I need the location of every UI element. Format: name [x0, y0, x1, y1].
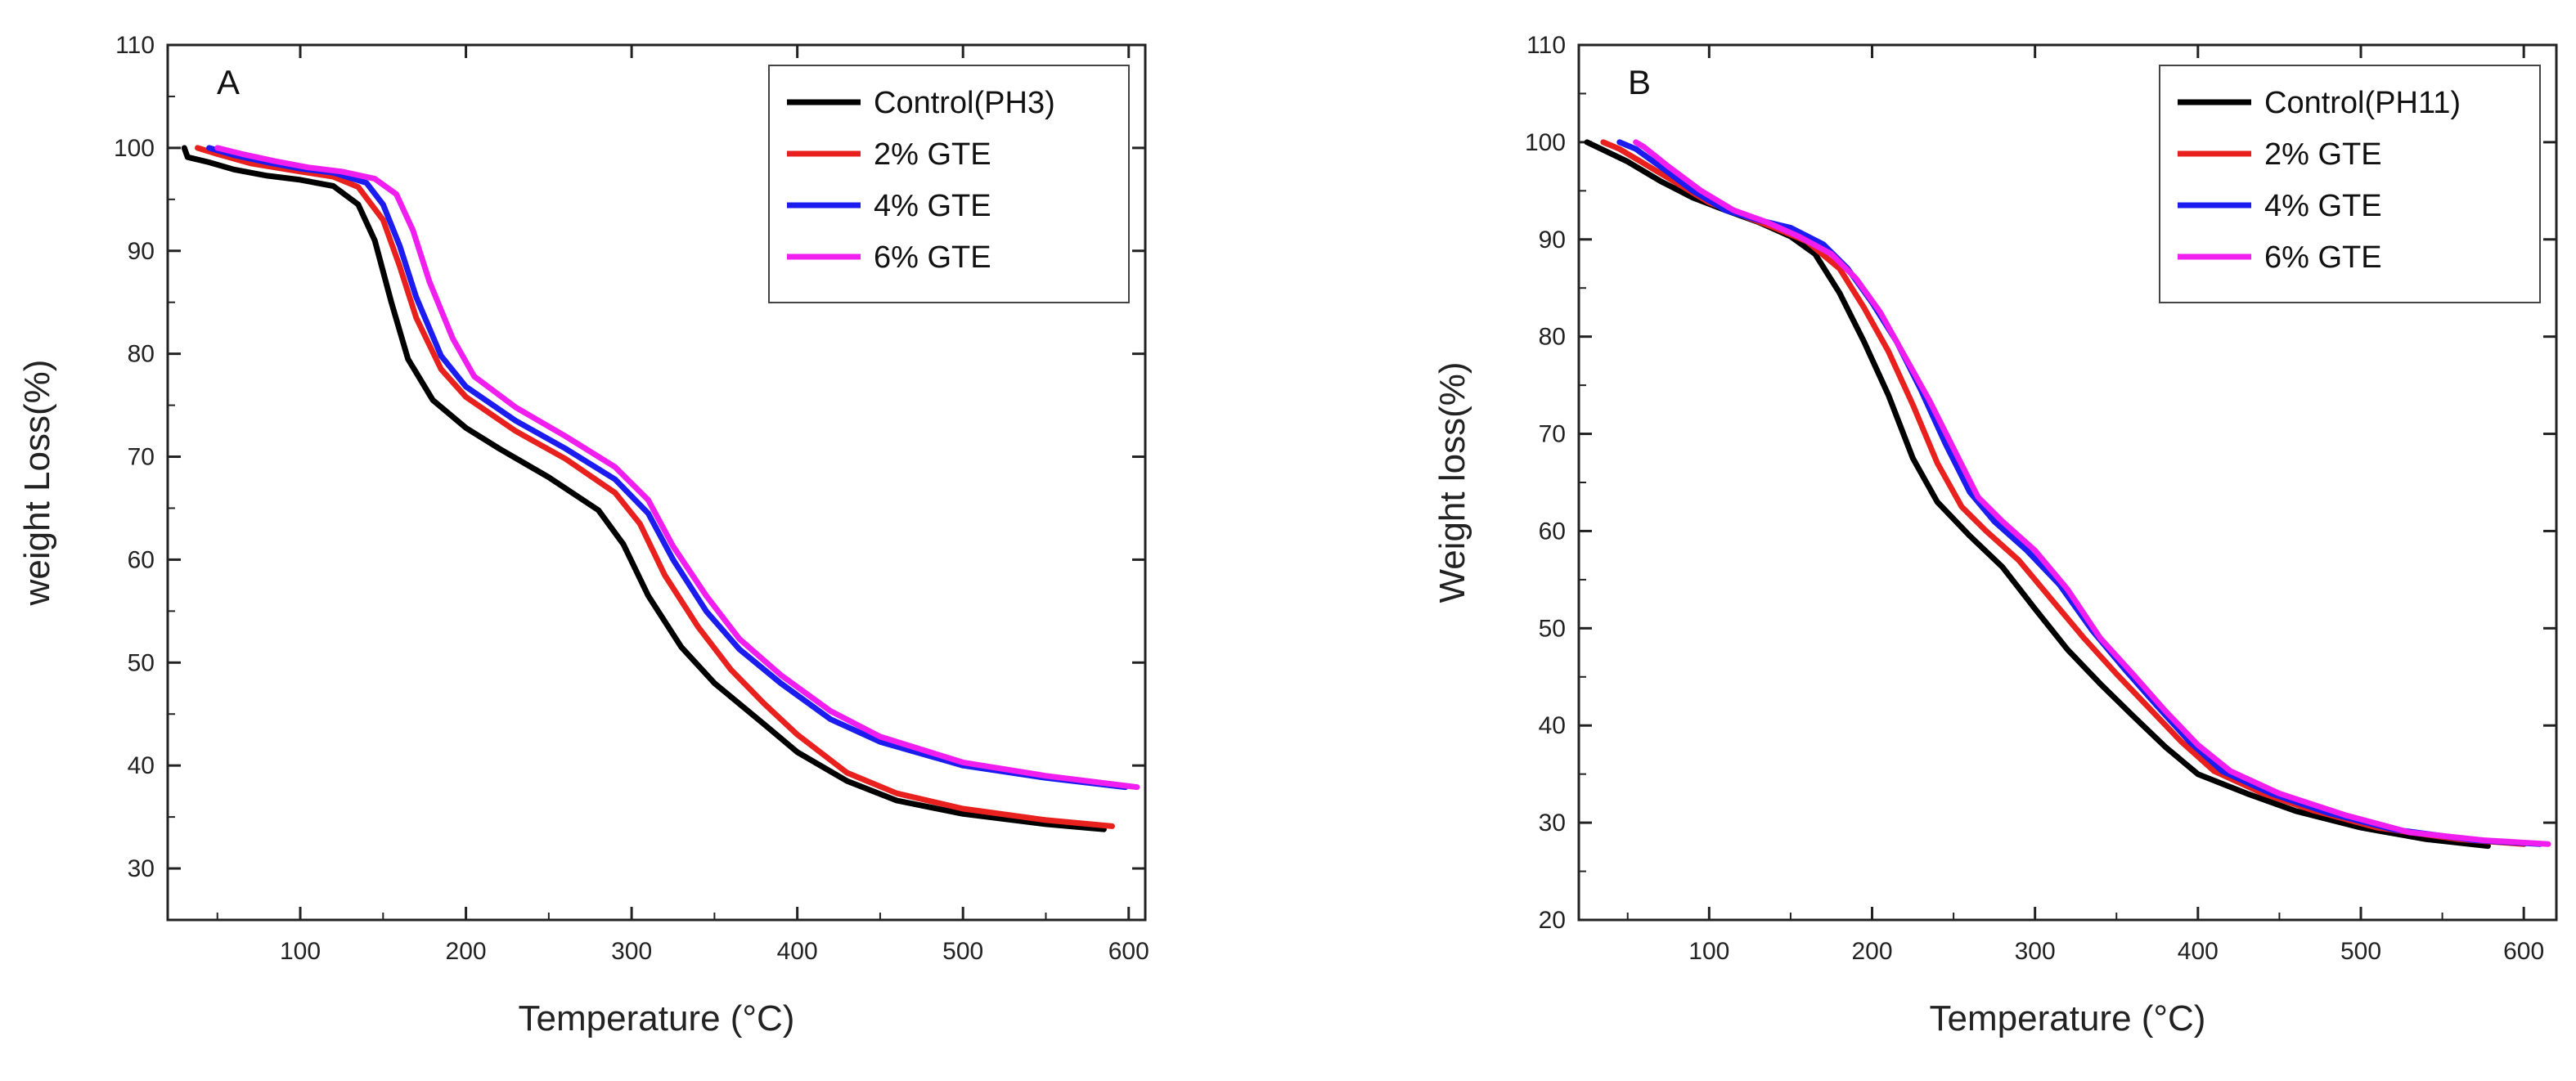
y-tick-label: 70 — [1539, 421, 1566, 448]
y-tick-label: 90 — [128, 238, 155, 265]
y-tick-label: 80 — [1539, 324, 1566, 351]
legend-entry-0: Control(PH11) — [2264, 86, 2461, 120]
x-tick-label: 200 — [446, 938, 487, 965]
y-tick-label: 40 — [128, 752, 155, 779]
x-tick-label: 500 — [942, 938, 983, 965]
y-tick-label: 20 — [1539, 907, 1566, 934]
y-tick-label: 50 — [1539, 615, 1566, 642]
x-tick-label: 100 — [280, 938, 321, 965]
plot-frame — [166, 43, 1147, 922]
x-tick-label: 600 — [2503, 938, 2544, 965]
y-tick-label: 60 — [1539, 518, 1566, 545]
x-tick-label: 500 — [2340, 938, 2381, 965]
panel-label: B — [1628, 63, 1651, 101]
y-tick-label: 110 — [115, 32, 155, 59]
x-axis-title: Temperature (°C) — [519, 998, 795, 1038]
legend-entry-1: 2% GTE — [2264, 137, 2382, 172]
series-line-3 — [214, 145, 1140, 791]
y-tick-label: 60 — [128, 546, 155, 573]
series-line-0 — [181, 145, 1107, 832]
legend-entry-2: 4% GTE — [2264, 189, 2382, 223]
legend-entry-0: Control(PH3) — [874, 86, 1055, 120]
x-tick-label: 400 — [2178, 938, 2219, 965]
legend: Control(PH11) 2% GTE 4% GTE 6% GTE — [2159, 65, 2541, 303]
x-tick-label: 300 — [611, 938, 652, 965]
y-tick-label: 100 — [1525, 129, 1566, 156]
x-tick-label: 400 — [777, 938, 818, 965]
series-line-3 — [1633, 139, 2551, 847]
y-tick-label: 30 — [1539, 810, 1566, 837]
x-tick-label: 100 — [1688, 938, 1729, 965]
y-tick-label: 30 — [128, 855, 155, 882]
legend-entry-1: 2% GTE — [874, 137, 991, 172]
legend-entry-3: 6% GTE — [874, 240, 991, 275]
x-tick-label: 200 — [1851, 938, 1892, 965]
legend-entry-3: 6% GTE — [2264, 240, 2382, 275]
y-tick-label: 100 — [114, 135, 155, 162]
y-tick-label: 70 — [128, 444, 155, 471]
legend-entry-2: 4% GTE — [874, 189, 991, 223]
panel-label: A — [217, 63, 240, 101]
x-tick-label: 300 — [2015, 938, 2056, 965]
x-tick-label: 600 — [1108, 938, 1149, 965]
y-tick-label: 80 — [128, 341, 155, 368]
chart-panel-a: 30 40 50 60 70 80 90 100 110 100 200 300 400 500 600 Te… — [17, 32, 1149, 1038]
y-tick-label: 110 — [1526, 32, 1566, 59]
series-line-1 — [195, 145, 1115, 829]
legend: Control(PH3) 2% GTE 4% GTE 6% GTE — [768, 65, 1130, 303]
chart-panel-b: 20 30 40 50 60 70 80 90 100 110 100 200 300 400 500 600… — [1432, 32, 2558, 1038]
y-axis-title: Weight loss(%) — [1432, 361, 1472, 603]
y-axis-title: weight Loss(%) — [17, 360, 57, 607]
x-axis-title: Temperature (°C) — [1930, 998, 2206, 1038]
y-tick-label: 50 — [128, 649, 155, 676]
y-tick-label: 90 — [1539, 227, 1566, 253]
y-tick-label: 40 — [1539, 712, 1566, 739]
